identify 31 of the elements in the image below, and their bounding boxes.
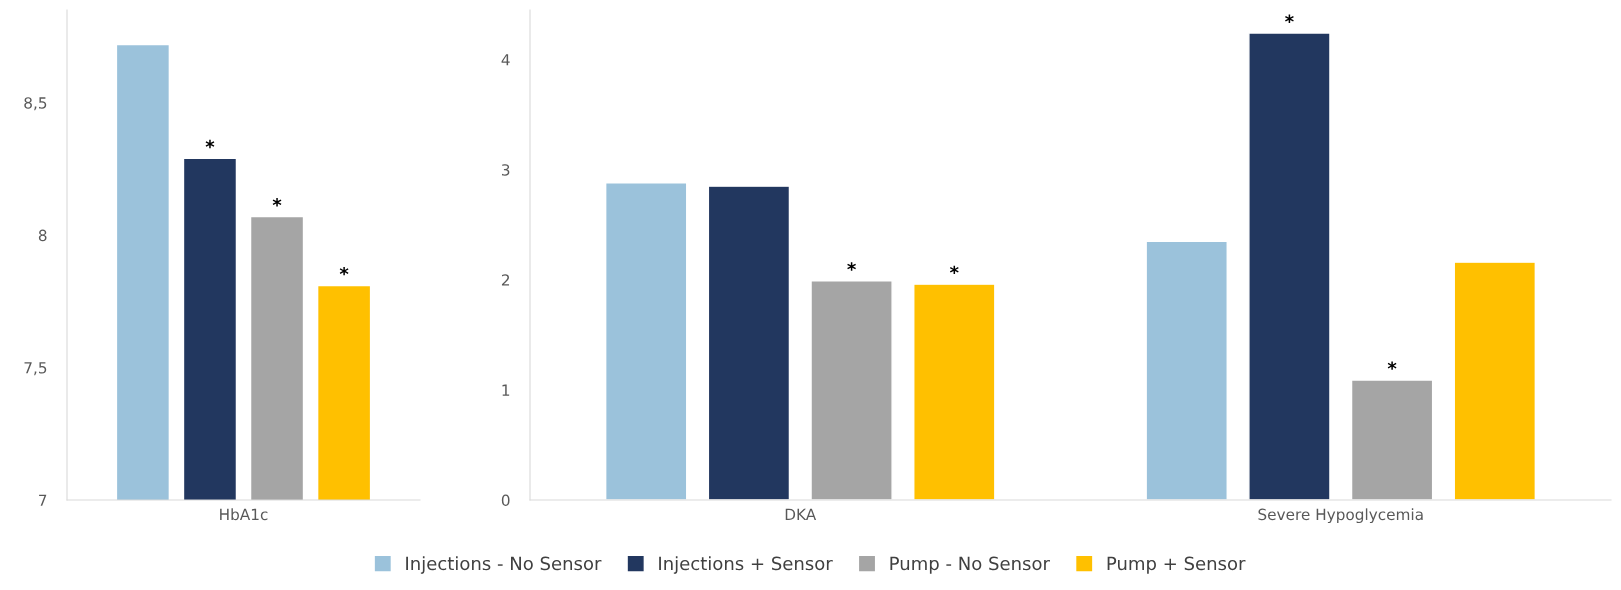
legend-label: Injections + Sensor	[659, 556, 833, 574]
data-label: *	[949, 265, 959, 275]
y-tick-label: 4	[501, 54, 510, 66]
data-label: *	[272, 198, 282, 207]
y-tick-label: 0	[501, 494, 510, 507]
legend-label: Injections - No Sensor	[406, 556, 602, 574]
bar	[707, 185, 791, 500]
y-tick-label: 7,5	[24, 362, 47, 376]
bar	[604, 182, 688, 500]
y-tick-label: 7	[39, 494, 47, 506]
y-tick-label: 2	[501, 274, 510, 286]
data-label: *	[1285, 14, 1294, 23]
y-tick-label: 8,5	[24, 97, 47, 111]
legend-label: Pump - No Sensor	[890, 556, 1050, 574]
y-tick-label: 8	[38, 229, 47, 242]
x-tick-label: DKA	[785, 508, 817, 520]
bar	[810, 280, 893, 500]
bar	[913, 283, 996, 500]
data-label: *	[1387, 361, 1397, 370]
y-tick-label: 1	[502, 384, 510, 396]
data-label: *	[339, 266, 349, 276]
bar	[1248, 32, 1331, 500]
bar	[1350, 379, 1434, 500]
legend-label: Pump + Sensor	[1107, 556, 1246, 574]
data-label: *	[205, 139, 215, 149]
data-label: *	[847, 262, 856, 271]
x-tick-label: Severe Hypoglycemia	[1258, 508, 1423, 524]
bar	[1145, 240, 1228, 500]
x-tick-label: HbA1c	[220, 508, 268, 521]
y-tick-label: 3	[502, 164, 510, 176]
bar	[1453, 261, 1537, 500]
